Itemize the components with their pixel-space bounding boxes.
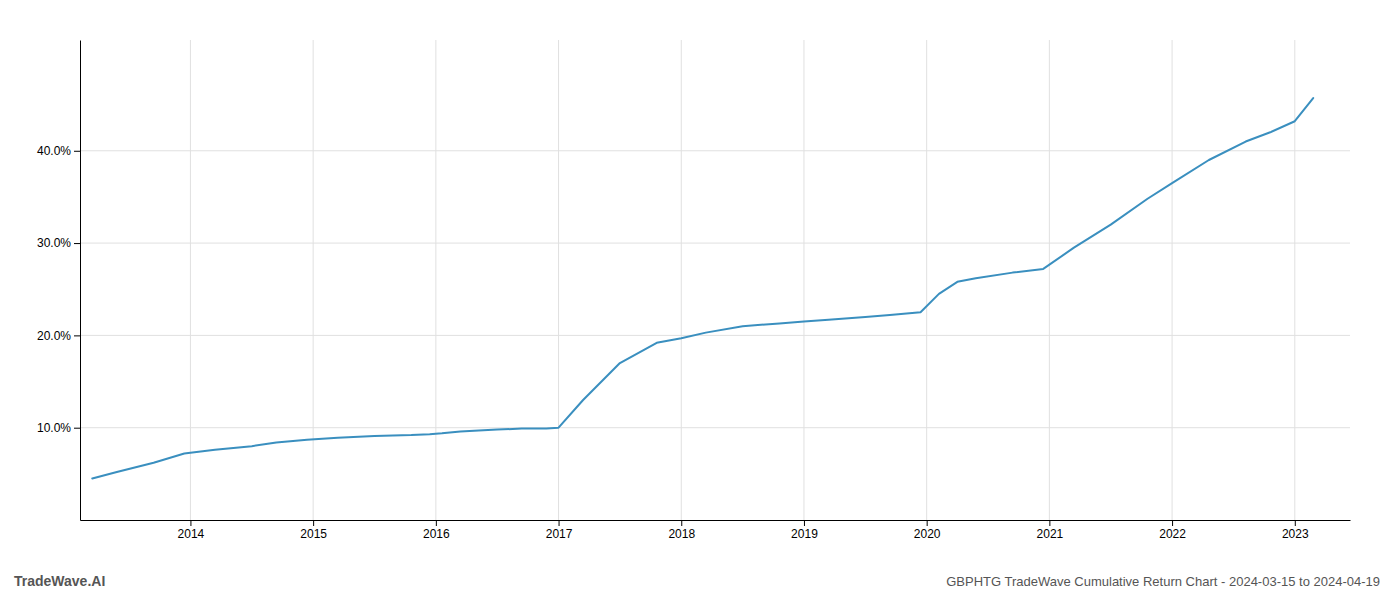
x-tick-mark <box>804 520 805 526</box>
x-grid-line <box>803 40 804 520</box>
x-tick: 2017 <box>546 520 573 541</box>
x-tick-mark <box>190 520 191 526</box>
x-tick-mark <box>927 520 928 526</box>
x-tick-label: 2020 <box>914 527 941 541</box>
x-tick-label: 2018 <box>668 527 695 541</box>
x-grid-line <box>1172 40 1173 520</box>
chart: 2014 2015 2016 2017 2018 2019 2020 2021 2022 2023… <box>0 0 1400 600</box>
x-tick-mark <box>681 520 682 526</box>
x-tick-label: 2016 <box>423 527 450 541</box>
x-tick-label: 2014 <box>178 527 205 541</box>
x-grid-line <box>681 40 682 520</box>
y-axis-line <box>80 41 81 521</box>
x-grid-line <box>1049 40 1050 520</box>
x-tick: 2023 <box>1282 520 1309 541</box>
x-tick-mark <box>1172 520 1173 526</box>
y-grid-line <box>80 335 1350 336</box>
title: GBPHTG TradeWave Cumulative Return Chart… <box>946 574 1380 589</box>
y-tick-mark <box>74 335 80 336</box>
x-tick-label: 2022 <box>1159 527 1186 541</box>
watermark: TradeWave.AI <box>14 573 105 589</box>
y-axis: 10.0% 20.0% 30.0% 40.0% <box>37 41 81 521</box>
x-tick-label: 2021 <box>1037 527 1064 541</box>
x-tick-label: 2017 <box>546 527 573 541</box>
x-tick-label: 2023 <box>1282 527 1309 541</box>
x-tick-mark <box>1295 520 1296 526</box>
x-tick: 2020 <box>914 520 941 541</box>
y-tick-label: 20.0% <box>37 329 71 343</box>
y-tick: 30.0% <box>37 236 80 250</box>
x-grid-line <box>558 40 559 520</box>
x-tick: 2021 <box>1037 520 1064 541</box>
y-grid-line <box>80 243 1350 244</box>
y-tick-label: 10.0% <box>37 421 71 435</box>
grid <box>80 40 1350 520</box>
y-tick-mark <box>74 151 80 152</box>
x-axis: 2014 2015 2016 2017 2018 2019 2020 2021 2022 2023 <box>81 520 1351 541</box>
y-tick: 40.0% <box>37 144 80 158</box>
x-grid-line <box>435 40 436 520</box>
data-line <box>92 98 1313 478</box>
x-tick-mark <box>1049 520 1050 526</box>
x-tick: 2014 <box>178 520 205 541</box>
y-tick-mark <box>74 243 80 244</box>
x-tick: 2016 <box>423 520 450 541</box>
x-grid-line <box>926 40 927 520</box>
x-axis-line <box>81 520 1351 521</box>
x-tick: 2022 <box>1159 520 1186 541</box>
y-tick-label: 40.0% <box>37 144 71 158</box>
y-tick-mark <box>74 428 80 429</box>
x-grid-line <box>313 40 314 520</box>
plot-area <box>92 98 1313 478</box>
x-tick-mark <box>559 520 560 526</box>
y-tick: 20.0% <box>37 329 80 343</box>
x-grid-line <box>1294 40 1295 520</box>
x-tick: 2015 <box>300 520 327 541</box>
x-tick-label: 2019 <box>791 527 818 541</box>
x-tick: 2019 <box>791 520 818 541</box>
y-tick: 10.0% <box>37 421 80 435</box>
x-tick-label: 2015 <box>300 527 327 541</box>
x-tick: 2018 <box>668 520 695 541</box>
x-grid-line <box>190 40 191 520</box>
x-tick-mark <box>313 520 314 526</box>
y-grid-line <box>80 427 1350 428</box>
x-tick-mark <box>436 520 437 526</box>
y-tick-label: 30.0% <box>37 236 71 250</box>
y-grid-line <box>80 150 1350 151</box>
